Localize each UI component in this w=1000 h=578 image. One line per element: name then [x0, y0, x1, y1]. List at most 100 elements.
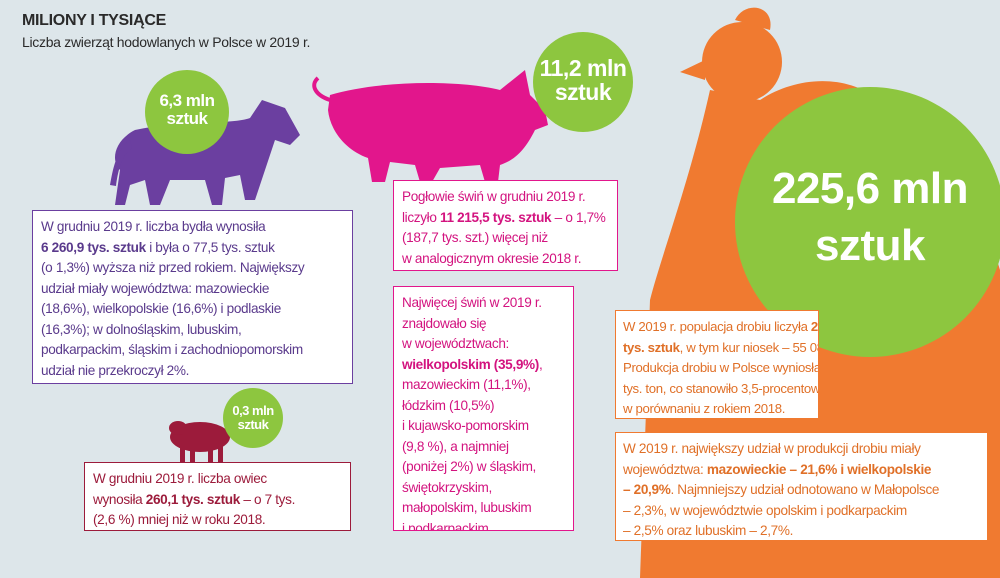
- badge-value: 0,3 mln: [232, 403, 274, 418]
- text-segment: W 2019 r. największy udział w produkcji …: [623, 441, 921, 456]
- text-segment: wynosiła: [93, 491, 146, 507]
- text-line: tys. ton, co stanowiło 3,5-procentowy wz…: [623, 379, 818, 400]
- text-line: Produkcja drobiu w Polsce wyniosła 1 488: [623, 358, 818, 379]
- text-segment: w porównaniu z rokiem 2018.: [623, 401, 786, 416]
- highlight-text: 6 260,9 tys. sztuk: [41, 239, 146, 255]
- poultry-info-box: W 2019 r. populacja drobiu liczyła 225 6…: [615, 310, 819, 419]
- text-segment: – o 1,7%: [551, 209, 606, 225]
- text-segment: i kujawsko-pomorskim: [402, 418, 529, 433]
- text-line: – 20,9%. Najmniejszy udział odnotowano w…: [623, 480, 979, 501]
- text-segment: udział miały województwa: mazowieckie: [41, 280, 270, 296]
- text-line: i kujawsko-pomorskim: [402, 416, 565, 437]
- text-line: (18,6%), wielkopolskie (16,6%) i podlask…: [41, 299, 344, 320]
- badge-unit: sztuk: [166, 108, 208, 128]
- text-segment: – o 7 tys.: [239, 491, 296, 507]
- cow-info-box: W grudniu 2019 r. liczba bydła wynosiła 6…: [32, 210, 353, 384]
- text-line: Pogłowie świń w grudniu 2019 r.: [402, 187, 609, 208]
- pig-info-box: Pogłowie świń w grudniu 2019 r. liczyło 1…: [393, 180, 618, 271]
- badge-unit: sztuk: [815, 221, 925, 271]
- text-line: – 2,3%, w województwie opolskim i podkar…: [623, 501, 979, 522]
- text-segment: , w tym kur niosek – 55 082 tys.: [679, 339, 818, 355]
- text-line: i podkarpackim.: [402, 519, 565, 531]
- pig-icon: [312, 70, 548, 182]
- text-segment: świętokrzyskim,: [402, 479, 492, 495]
- text-segment: tys. ton, co stanowiło 3,5-procentowy wz…: [623, 380, 819, 396]
- text-segment: znajdowało się: [402, 315, 487, 331]
- text-line: znajdowało się: [402, 314, 565, 335]
- highlight-text: 11 215,5 tys. sztuk: [440, 209, 552, 225]
- badge-unit: sztuk: [554, 79, 612, 106]
- text-line: w porównaniu z rokiem 2018.: [623, 399, 810, 418]
- text-line: łódzkim (10,5%): [402, 396, 565, 417]
- sheep-badge: 0,3 mln sztuk: [223, 404, 283, 431]
- text-segment: małopolskim, lubuskim: [402, 500, 532, 515]
- text-line: (o 1,3%) wyższa niż przed rokiem. Najwię…: [41, 258, 344, 279]
- sheep-info-box: W grudniu 2019 r. liczba owiec wynosiła 2…: [84, 462, 351, 531]
- poultry-badge: 225,6 mln sztuk: [745, 160, 995, 274]
- text-segment: w województwach:: [402, 336, 509, 351]
- pig-badge: 11,2 mln sztuk: [533, 56, 633, 104]
- page-subtitle: Liczba zwierząt hodowlanych w Polsce w 2…: [22, 34, 311, 50]
- text-segment: Produkcja drobiu w Polsce wyniosła 1 488: [623, 360, 819, 375]
- text-line: (187,7 tys. szt.) więcej niż: [402, 228, 609, 249]
- text-line: udział miały województwa: mazowieckie: [41, 279, 344, 300]
- poultry-regions-box: W 2019 r. największy udział w produkcji …: [615, 432, 988, 541]
- text-segment: łódzkim (10,5%): [402, 397, 495, 413]
- text-line: (16,3%); w dolnośląskim, lubuskim,: [41, 320, 344, 341]
- text-line: – 2,5% oraz lubuskim – 2,7%.: [623, 521, 979, 540]
- text-line: W grudniu 2019 r. liczba owiec: [93, 469, 342, 490]
- text-line: małopolskim, lubuskim: [402, 498, 565, 519]
- text-segment: (poniżej 2%) w śląskim,: [402, 459, 536, 474]
- text-segment: – 2,5% oraz lubuskim – 2,7%.: [623, 523, 794, 538]
- text-line: udział nie przekroczył 2%.: [41, 361, 344, 382]
- highlight-text: 225 636: [810, 319, 818, 334]
- text-segment: (2,6 %) mniej niż w roku 2018.: [93, 512, 266, 527]
- text-line: tys. sztuk, w tym kur niosek – 55 082 ty…: [623, 338, 818, 359]
- text-line: (2,6 %) mniej niż w roku 2018.: [93, 510, 342, 530]
- text-segment: Najwięcej świń w 2019 r.: [402, 295, 542, 310]
- text-line: województwa: mazowieckie – 21,6% i wielk…: [623, 460, 979, 481]
- text-segment: (9,8 %), a najmniej: [402, 438, 509, 454]
- text-segment: ,: [538, 356, 543, 372]
- text-segment: województwa:: [623, 461, 707, 477]
- text-segment: . Najmniejszy udział odnotowano w Małopo…: [670, 482, 940, 497]
- badge-unit: sztuk: [237, 416, 269, 432]
- text-line: liczyło 11 215,5 tys. sztuk – o 1,7%: [402, 208, 609, 229]
- sheep-icon: [169, 421, 230, 462]
- text-line: wielkopolskim (35,9%),: [402, 355, 565, 376]
- cow-badge: 6,3 mln sztuk: [145, 92, 229, 128]
- text-segment: – 2,3%, w województwie opolskim i podkar…: [623, 502, 907, 518]
- text-segment: i była o 77,5 tys. sztuk: [145, 239, 275, 255]
- text-segment: (o 1,3%) wyższa niż przed rokiem. Najwię…: [41, 260, 305, 275]
- highlight-text: tys. sztuk: [623, 339, 680, 355]
- text-segment: Pogłowie świń w grudniu 2019 r.: [402, 189, 586, 204]
- text-segment: W grudniu 2019 r. liczba owiec: [93, 471, 267, 486]
- text-line: podkarpackim, śląskim i zachodniopomorsk…: [41, 340, 344, 361]
- text-segment: W 2019 r. populacja drobiu liczyła: [623, 319, 811, 334]
- pig-regions-box: Najwięcej świń w 2019 r. znajdowało się w …: [393, 286, 574, 531]
- text-segment: mazowieckim (11,1%),: [402, 377, 531, 392]
- sheep-badge-circle: [223, 388, 283, 448]
- text-line: mazowieckim (11,1%),: [402, 375, 565, 396]
- text-segment: i podkarpackim.: [402, 520, 492, 531]
- pig-badge-circle: [533, 32, 633, 132]
- text-segment: podkarpackim, śląskim i zachodniopomorsk…: [41, 342, 303, 357]
- text-segment: liczyło: [402, 209, 440, 225]
- highlight-text: mazowieckie – 21,6% i wielkopolskie: [706, 461, 932, 477]
- text-line: świętokrzyskim,: [402, 478, 565, 499]
- text-line: (poniżej 2%) w śląskim,: [402, 457, 565, 478]
- text-line: W 2019 r. populacja drobiu liczyła 225 6…: [623, 317, 818, 338]
- poultry-badge-circle: [735, 87, 1000, 357]
- badge-value: 6,3 mln: [159, 91, 215, 110]
- text-line: w województwach:: [402, 334, 565, 355]
- highlight-text: wielkopolskim (35,9%): [402, 356, 539, 372]
- text-line: wynosiła 260,1 tys. sztuk – o 7 tys.: [93, 490, 342, 511]
- text-segment: udział nie przekroczył 2%.: [41, 362, 190, 378]
- text-segment: W grudniu 2019 r. liczba bydła wynosiła: [41, 219, 266, 234]
- badge-value: 11,2 mln: [539, 55, 627, 81]
- text-line: W 2019 r. największy udział w produkcji …: [623, 439, 979, 460]
- text-line: w analogicznym okresie 2018 r.: [402, 249, 609, 270]
- text-line: Najwięcej świń w 2019 r.: [402, 293, 565, 314]
- text-line: W grudniu 2019 r. liczba bydła wynosiła: [41, 217, 344, 238]
- text-line: (9,8 %), a najmniej: [402, 437, 565, 458]
